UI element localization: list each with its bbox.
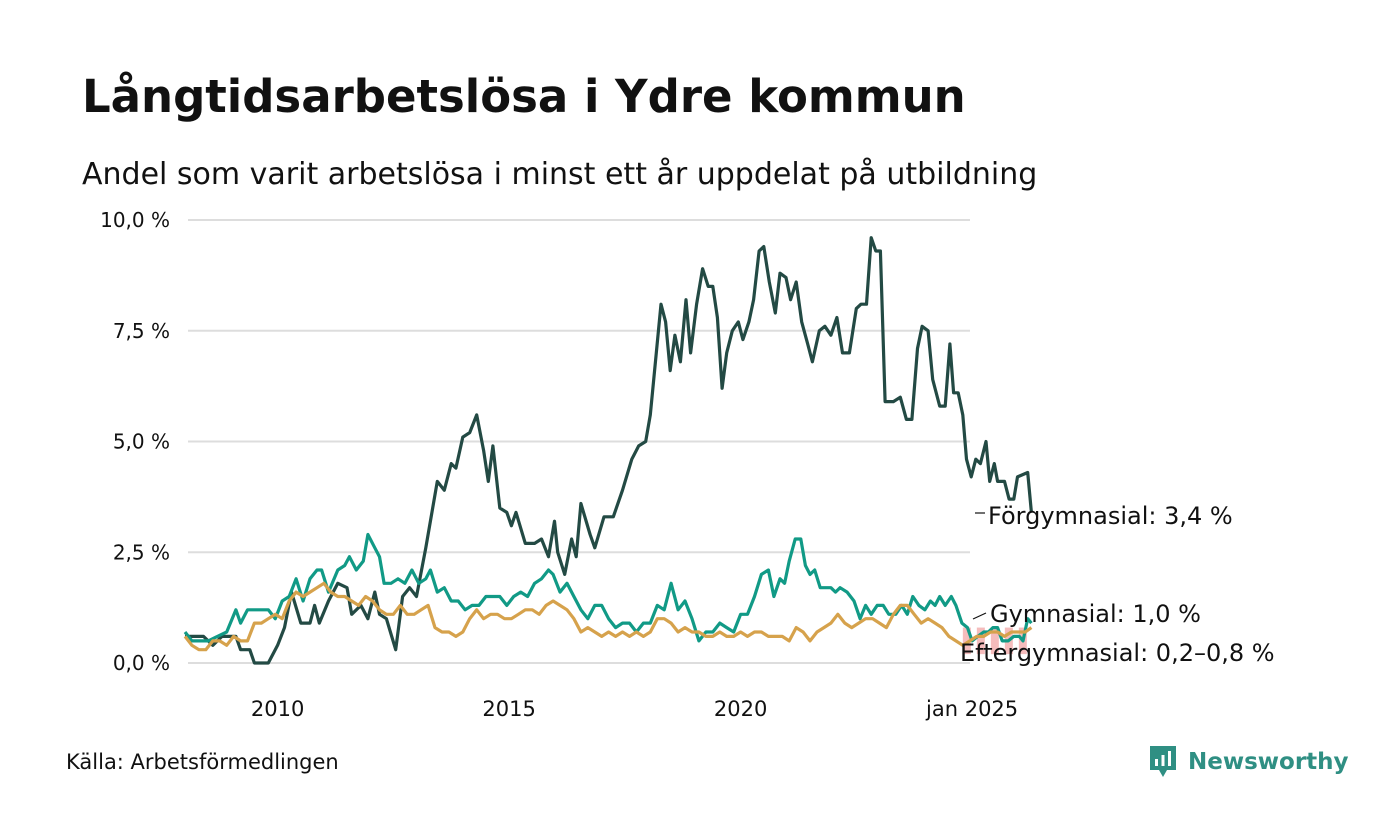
series-labels: Förgymnasial: 3,4 % Gymnasial: 1,0 % Efter… (960, 502, 1275, 667)
y-tick-label: 0,0 % (113, 651, 170, 675)
brand-logo: Newsworthy (1148, 744, 1349, 780)
uncertainty-band-segment (962, 627, 971, 655)
x-axis: 2010 2015 2020 jan 2025 (251, 697, 1018, 721)
y-tick-label: 7,5 % (113, 319, 170, 343)
y-axis: 0,0 % 2,5 % 5,0 % 7,5 % 10,0 % (100, 208, 170, 675)
x-tick-label: 2010 (251, 697, 304, 721)
series-lines (183, 236, 1033, 665)
series-label-förgymnasial: Förgymnasial: 3,4 % (988, 502, 1233, 530)
x-tick-label: 2015 (482, 697, 535, 721)
y-tick-label: 2,5 % (113, 540, 170, 564)
uncertainty-band-segment (990, 627, 999, 655)
chart-title: Långtidsarbetslösa i Ydre kommun (82, 70, 966, 123)
x-tick-label: jan 2025 (925, 697, 1018, 721)
source-note: Källa: Arbetsförmedlingen (66, 750, 339, 774)
line-chart: 0,0 % 2,5 % 5,0 % 7,5 % 10,0 % 2010 2015 2020 j… (100, 208, 1275, 721)
uncertainty-band-segment (976, 627, 985, 655)
chart-subtitle: Andel som varit arbetslösa i minst ett å… (82, 157, 1038, 192)
series-line-eftergymnasial (183, 581, 1033, 652)
brand-name: Newsworthy (1188, 749, 1349, 775)
y-tick-label: 5,0 % (113, 430, 170, 454)
label-connector (972, 612, 987, 620)
y-tick-label: 10,0 % (100, 208, 170, 232)
series-line-förgymnasial (185, 236, 1033, 665)
x-tick-label: 2020 (714, 697, 767, 721)
series-line-gymnasial (183, 532, 1033, 643)
series-label-eftergymnasial: Eftergymnasial: 0,2–0,8 % (960, 639, 1275, 667)
series-label-gymnasial: Gymnasial: 1,0 % (990, 600, 1201, 628)
newsworthy-logo-icon (1150, 746, 1176, 777)
